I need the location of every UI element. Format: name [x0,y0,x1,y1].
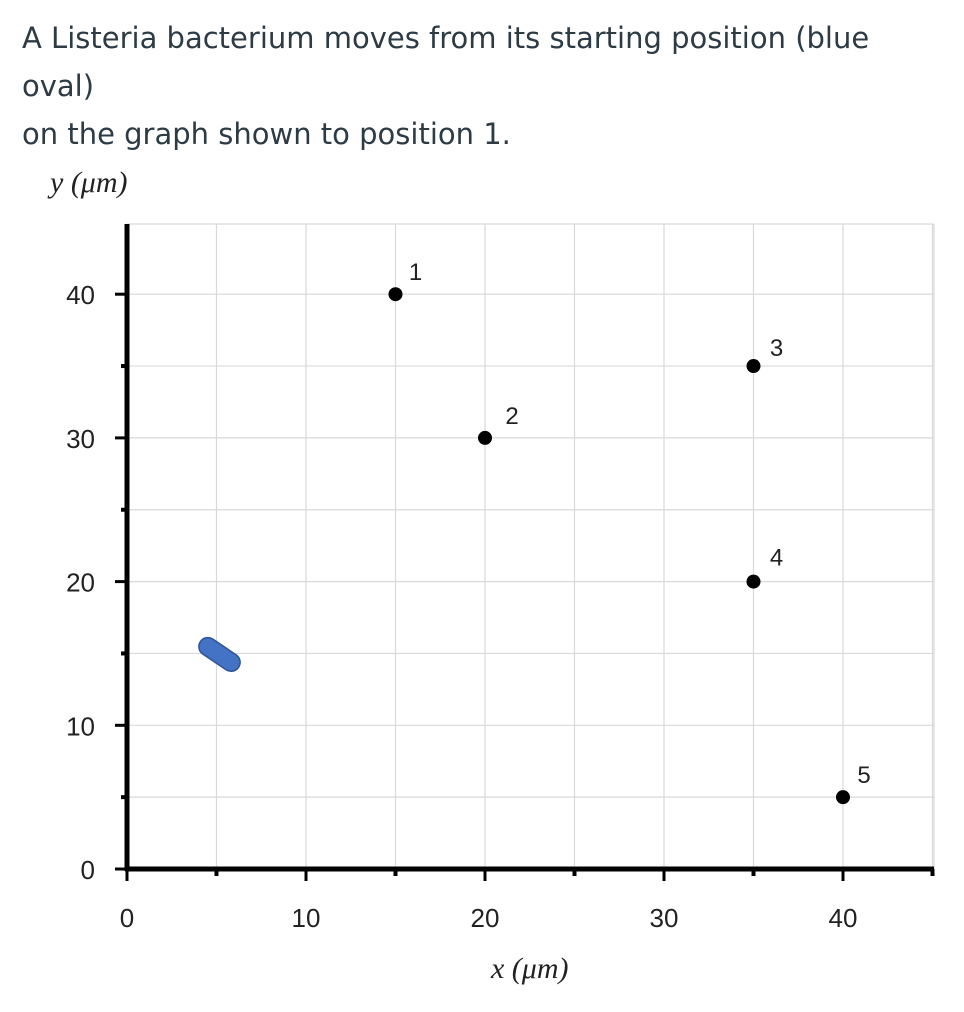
data-point-1 [388,287,403,302]
point-label-1: 1 [409,259,422,286]
x-tick-label: 30 [650,903,679,933]
grid-lines [127,223,935,869]
x-tick-label: 40 [829,903,858,933]
question-line-1: A Listeria bacterium moves from its star… [22,21,870,103]
data-point-2 [478,430,492,445]
data-point-5 [836,790,850,805]
y-tick-label: 20 [66,568,95,598]
data-point-3 [746,359,761,374]
x-axis-label: x (μm) [490,952,569,985]
point-label-5: 5 [857,762,870,789]
start-position-oval [198,636,241,673]
question-text: A Listeria bacterium moves from its star… [22,14,942,158]
axes [124,224,934,872]
data-point-4 [746,574,761,589]
x-tick-label: 20 [471,903,500,933]
y-tick-label: 40 [66,280,95,310]
data-points: 1 2 3 4 5 [388,259,871,805]
x-tick-label: 0 [120,903,134,933]
point-label-4: 4 [770,545,783,572]
x-tick-label: 10 [292,903,321,933]
y-tick-label: 0 [81,855,95,885]
y-axis-label: y (μm) [47,166,128,199]
start-oval [198,636,241,673]
point-label-3: 3 [770,335,783,362]
question-line-2: on the graph shown to position 1. [22,117,511,151]
point-label-2: 2 [505,403,518,430]
tick-labels: 0 10 20 30 40 0 10 20 30 40 [66,280,857,933]
y-tick-label: 30 [66,424,95,454]
y-tick-label: 10 [66,711,95,741]
tick-marks [115,292,935,881]
